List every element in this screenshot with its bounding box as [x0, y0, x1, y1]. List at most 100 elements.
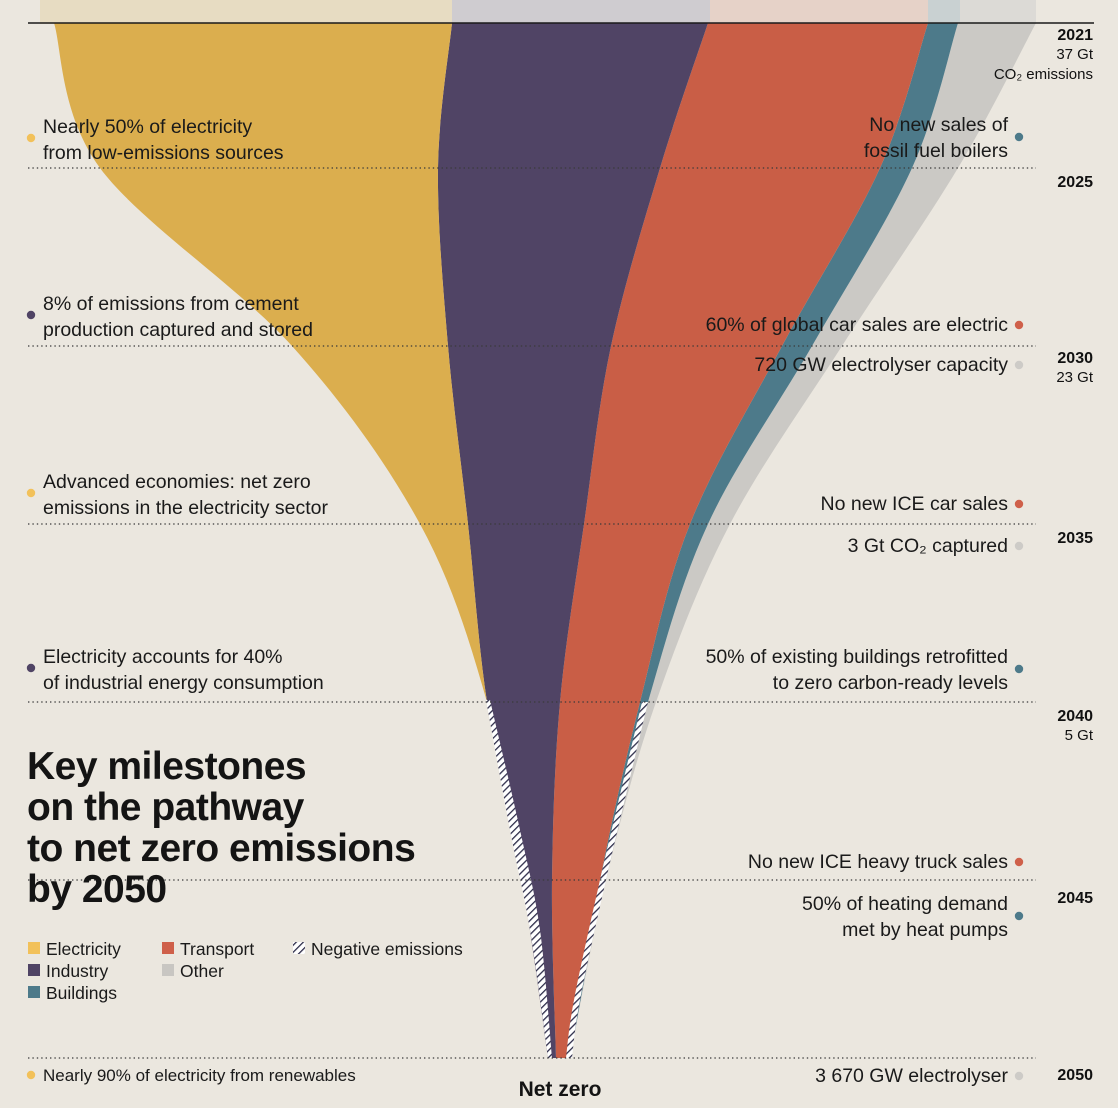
- legend-item-electricity: Electricity: [28, 939, 121, 959]
- legend-label: Electricity: [46, 939, 121, 959]
- milestone-left-2030: 8% of emissions from cement production ca…: [26, 293, 313, 341]
- milestone-dot: [1014, 1071, 1024, 1081]
- milestone-dot: [26, 133, 36, 143]
- milestone-text: 720 GW electrolyser capacity: [754, 354, 1008, 376]
- title-line-2: on the pathway: [27, 786, 305, 829]
- legend-item-other: Other: [162, 961, 224, 981]
- title-line-1: Key milestones: [27, 745, 306, 788]
- milestone-text: 8% of emissions from cement: [43, 293, 299, 315]
- legend-swatch: [28, 942, 40, 954]
- net-zero-label: Net zero: [519, 1078, 602, 1101]
- sector-flows: [54, 23, 1036, 1058]
- faded-electricity-band: [40, 0, 452, 24]
- milestone-right-2045-8: 50% of heating demand met by heat pumps: [802, 893, 1024, 941]
- milestone-text: met by heat pumps: [842, 919, 1008, 941]
- milestones-left: Nearly 50% of electricity from low-emissi…: [26, 116, 356, 1085]
- legend-swatch: [162, 964, 174, 976]
- faded-transport-band: [710, 0, 928, 24]
- milestone-right-2025-1: No new sales of fossil fuel boilers: [864, 114, 1024, 162]
- pre-2021-faded-bands: [40, 0, 1036, 24]
- year-dotted-lines: [28, 167, 1036, 1059]
- year-label-2021: 2021: [1057, 27, 1093, 44]
- legend-label: Industry: [46, 961, 108, 981]
- milestone-dot: [1014, 360, 1024, 370]
- milestone-dot: [26, 310, 36, 320]
- milestone-left-2040: Electricity accounts for 40% of industria…: [26, 646, 324, 694]
- faded-other-band: [960, 0, 1036, 24]
- negative-emissions-left: [486, 700, 552, 1058]
- negative-emissions-right: [566, 702, 648, 1058]
- faded-buildings-band: [928, 0, 960, 24]
- flow-industry: [437, 23, 708, 1058]
- milestone-text: 3 Gt CO₂ captured: [848, 535, 1008, 557]
- legend-item-transport: Transport: [162, 939, 254, 959]
- milestone-text: No new ICE heavy truck sales: [748, 851, 1008, 873]
- milestone-dot: [26, 663, 36, 673]
- legend-swatch: [162, 942, 174, 954]
- year-labels: 2021 2025 2030 2035 2040 2045 2050 37 Gt CO₂ emi…: [994, 27, 1094, 1084]
- milestone-dot: [26, 488, 36, 498]
- year-label-2040: 2040: [1057, 708, 1093, 725]
- milestone-dot: [1014, 911, 1024, 921]
- emissions-value-2030: 23 Gt: [1056, 369, 1094, 386]
- flow-buildings: [570, 23, 958, 1058]
- milestone-right-2030-3: 720 GW electrolyser capacity: [754, 354, 1024, 376]
- milestone-right-2030-2: 60% of global car sales are electric: [706, 314, 1024, 336]
- legend-label: Other: [180, 961, 224, 981]
- flow-electricity: [54, 23, 548, 1058]
- milestone-text: fossil fuel boilers: [864, 140, 1008, 162]
- milestone-text: No new sales of: [869, 114, 1008, 136]
- year-label-2045: 2045: [1057, 890, 1093, 907]
- milestone-text: 60% of global car sales are electric: [706, 314, 1009, 336]
- legend-item-industry: Industry: [28, 961, 108, 981]
- milestone-text: production captured and stored: [43, 319, 313, 341]
- legend-label: Buildings: [46, 983, 117, 1003]
- milestone-right-2035-5: 3 Gt CO₂ captured: [848, 535, 1024, 557]
- legend-label: Negative emissions: [311, 939, 463, 959]
- legend-item-negative-emissions: Negative emissions: [293, 939, 463, 959]
- milestone-right-2050-9: 3 670 GW electrolyser: [815, 1065, 1024, 1087]
- flow-transport: [551, 23, 928, 1058]
- milestone-text: emissions in the electricity sector: [43, 497, 329, 519]
- faded-industry-band: [452, 0, 710, 24]
- milestone-dot: [1014, 541, 1024, 551]
- year-label-2035: 2035: [1057, 530, 1093, 547]
- milestone-dot: [1014, 132, 1024, 142]
- year-label-2030: 2030: [1057, 350, 1093, 367]
- milestones-right: No new sales of fossil fuel boilers 60% of…: [706, 114, 1024, 1087]
- milestone-text: of industrial energy consumption: [43, 672, 324, 694]
- milestone-text: Electricity accounts for 40%: [43, 646, 283, 668]
- legend-swatch: [28, 986, 40, 998]
- milestone-text: Nearly 90% of electricity from renewable…: [43, 1066, 356, 1085]
- milestone-left-2050: Nearly 90% of electricity from renewable…: [26, 1066, 356, 1085]
- title-line-4: by 2050: [27, 868, 167, 911]
- year-label-2025: 2025: [1057, 174, 1093, 191]
- milestone-right-2045-7: No new ICE heavy truck sales: [748, 851, 1024, 873]
- milestone-dot: [1014, 499, 1024, 509]
- milestone-text: 50% of heating demand: [802, 893, 1008, 915]
- chart-title: Key milestones on the pathway to net zer…: [27, 745, 416, 911]
- milestone-text: No new ICE car sales: [821, 493, 1009, 515]
- milestone-text: 50% of existing buildings retrofitted: [706, 646, 1008, 668]
- title-line-3: to net zero emissions: [27, 827, 415, 870]
- milestone-dot: [1014, 320, 1024, 330]
- milestone-left-2035: Advanced economies: net zero emissions in…: [26, 471, 329, 519]
- milestone-text: Nearly 50% of electricity: [43, 116, 252, 138]
- milestone-text: from low-emissions sources: [43, 142, 284, 164]
- legend-label: Transport: [180, 939, 254, 959]
- emissions-value-2021: 37 Gt: [1056, 46, 1094, 63]
- milestone-text: to zero carbon-ready levels: [773, 672, 1008, 694]
- emissions-value-2040: 5 Gt: [1065, 727, 1094, 744]
- milestone-dot: [1014, 857, 1024, 867]
- legend-item-buildings: Buildings: [28, 983, 117, 1003]
- milestone-right-2035-4: No new ICE car sales: [821, 493, 1024, 515]
- milestone-left-2025: Nearly 50% of electricity from low-emissi…: [26, 116, 284, 164]
- legend-swatch: [28, 964, 40, 976]
- milestone-text: Advanced economies: net zero: [43, 471, 311, 493]
- milestone-dot: [26, 1070, 36, 1080]
- legend-swatch: [293, 942, 305, 954]
- year-label-2050: 2050: [1057, 1067, 1093, 1084]
- emissions-unit-2021: CO₂ emissions: [994, 66, 1093, 83]
